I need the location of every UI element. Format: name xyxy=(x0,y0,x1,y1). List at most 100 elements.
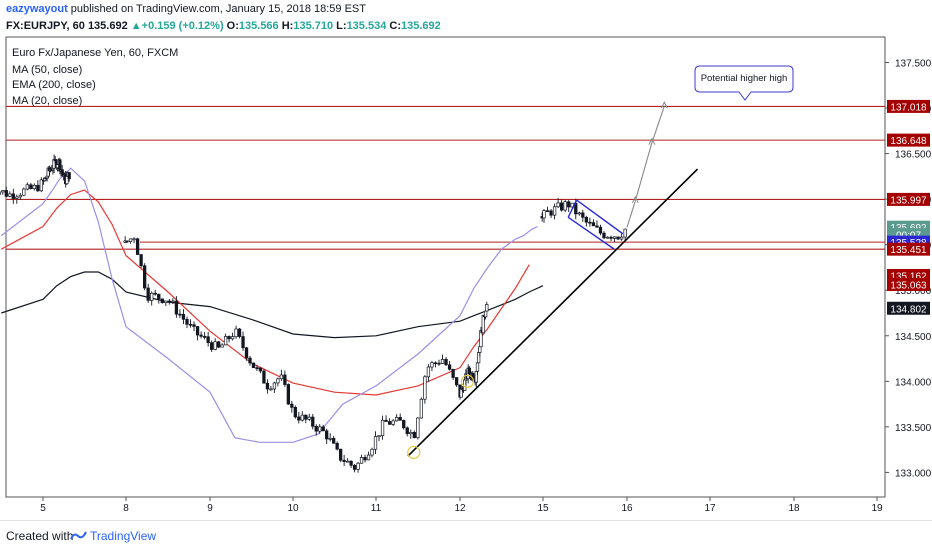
candle[interactable] xyxy=(395,414,399,422)
projection-path[interactable] xyxy=(626,106,665,228)
candle[interactable] xyxy=(167,298,171,305)
candle[interactable] xyxy=(363,454,367,463)
candle[interactable] xyxy=(616,236,620,240)
candle[interactable] xyxy=(25,182,29,191)
candle[interactable] xyxy=(602,231,606,240)
chart-area[interactable]: 137.500137.000136.500136.000135.500135.0… xyxy=(0,36,932,518)
candle[interactable] xyxy=(272,381,277,393)
candle[interactable] xyxy=(559,199,564,212)
candle[interactable] xyxy=(185,316,189,329)
candle[interactable] xyxy=(262,368,266,384)
candle[interactable] xyxy=(293,405,297,419)
candle[interactable] xyxy=(300,411,304,422)
candle[interactable] xyxy=(244,346,249,361)
candle[interactable] xyxy=(290,400,294,413)
candle[interactable] xyxy=(248,355,252,366)
higher-low-circle[interactable] xyxy=(460,374,475,388)
candle[interactable] xyxy=(552,203,557,220)
price-chart[interactable]: 137.500137.000136.500136.000135.500135.0… xyxy=(0,36,932,518)
price-badge[interactable]: 137.018 xyxy=(887,99,930,114)
candle[interactable] xyxy=(283,370,287,387)
candle[interactable] xyxy=(192,321,196,332)
candle[interactable] xyxy=(563,199,567,213)
candle[interactable] xyxy=(128,238,133,244)
candle[interactable] xyxy=(199,331,203,339)
candle[interactable] xyxy=(202,332,207,340)
candle[interactable] xyxy=(370,447,374,458)
price-badge[interactable]: 135.997 xyxy=(887,192,930,207)
candle[interactable] xyxy=(314,424,318,436)
candle[interactable] xyxy=(423,375,427,404)
candle[interactable] xyxy=(171,298,175,305)
callout-potential-higher-high[interactable]: Potential higher high xyxy=(694,65,794,101)
candle[interactable] xyxy=(325,428,329,444)
candle[interactable] xyxy=(132,237,136,244)
tradingview-brand-link[interactable]: TradingView xyxy=(90,529,157,543)
candle[interactable] xyxy=(269,386,273,391)
candle[interactable] xyxy=(210,340,214,353)
candle[interactable] xyxy=(29,182,33,190)
candle[interactable] xyxy=(22,187,26,197)
candle[interactable] xyxy=(584,215,588,227)
candle[interactable] xyxy=(430,360,434,372)
candle[interactable] xyxy=(142,263,147,291)
candle[interactable] xyxy=(4,186,8,198)
swing-low-circle[interactable] xyxy=(407,445,421,459)
candle[interactable] xyxy=(286,383,291,405)
price-badge[interactable]: 135.063 xyxy=(887,277,930,292)
candle[interactable] xyxy=(153,289,157,296)
candle[interactable] xyxy=(612,236,617,243)
candle[interactable] xyxy=(335,441,339,451)
candle[interactable] xyxy=(67,172,71,182)
flag-pole-line[interactable] xyxy=(567,199,578,218)
candle[interactable] xyxy=(412,430,416,439)
candle[interactable] xyxy=(157,293,161,304)
candle[interactable] xyxy=(619,233,624,241)
candle[interactable] xyxy=(451,368,455,381)
candle[interactable] xyxy=(251,362,256,369)
candle[interactable] xyxy=(352,463,357,473)
candle[interactable] xyxy=(349,460,353,468)
candle[interactable] xyxy=(230,332,235,341)
candle[interactable] xyxy=(311,414,315,430)
candle[interactable] xyxy=(591,219,596,227)
candle[interactable] xyxy=(139,254,143,269)
candle[interactable] xyxy=(276,377,280,387)
candle[interactable] xyxy=(195,326,200,341)
candle[interactable] xyxy=(380,415,385,440)
candle[interactable] xyxy=(223,333,228,346)
candle[interactable] xyxy=(545,206,550,213)
candle[interactable] xyxy=(623,228,627,241)
candle[interactable] xyxy=(213,338,217,351)
candle[interactable] xyxy=(307,413,311,422)
candle[interactable] xyxy=(8,191,12,198)
candle[interactable] xyxy=(556,198,560,209)
candle[interactable] xyxy=(135,237,140,255)
candle[interactable] xyxy=(549,209,553,218)
candle[interactable] xyxy=(437,359,441,366)
candle[interactable] xyxy=(15,194,19,204)
candle[interactable] xyxy=(328,433,332,442)
author-link[interactable]: eazywayout xyxy=(6,3,68,15)
candle[interactable] xyxy=(164,300,168,306)
candle[interactable] xyxy=(237,328,242,339)
candle[interactable] xyxy=(146,283,150,303)
candle[interactable] xyxy=(1,190,5,195)
candle[interactable] xyxy=(125,240,129,244)
candle[interactable] xyxy=(426,364,431,382)
candle[interactable] xyxy=(402,419,406,430)
candle[interactable] xyxy=(567,200,571,213)
candle[interactable] xyxy=(206,331,210,347)
candle[interactable] xyxy=(234,325,238,339)
candle[interactable] xyxy=(588,217,592,227)
candle[interactable] xyxy=(444,357,448,367)
candle[interactable] xyxy=(297,411,301,424)
candle[interactable] xyxy=(241,331,245,351)
candle[interactable] xyxy=(387,418,392,425)
candle[interactable] xyxy=(255,365,259,371)
candle[interactable] xyxy=(32,183,36,191)
candle[interactable] xyxy=(605,236,610,239)
candle[interactable] xyxy=(332,435,336,444)
candle[interactable] xyxy=(384,415,388,422)
candle[interactable] xyxy=(258,367,263,374)
